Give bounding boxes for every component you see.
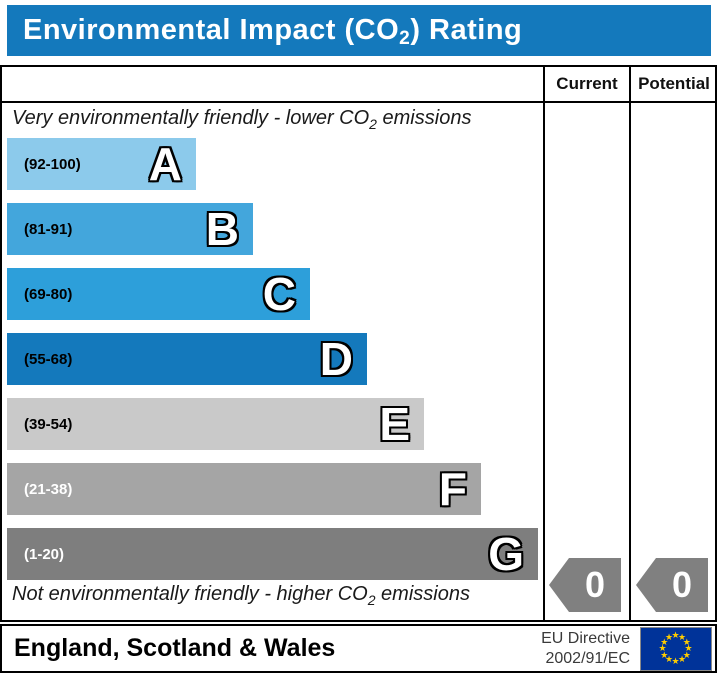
page-title: Environmental Impact (CO2) Rating	[23, 14, 523, 50]
eu-flag-star: ★	[665, 631, 674, 642]
band-g-range: (1-20)	[24, 545, 65, 563]
band-b-range: (81-91)	[24, 220, 73, 238]
potential-arrow-shape	[636, 558, 708, 612]
potential-rating-arrow: 0	[636, 558, 708, 612]
chart-title-bar: Environmental Impact (CO2) Rating	[7, 5, 711, 56]
bottom-note: Not environmentally friendly - higher CO…	[12, 583, 470, 608]
band-c-letter: C	[262, 268, 296, 320]
band-a-range: (92-100)	[24, 155, 81, 173]
header-underline	[2, 101, 715, 103]
potential-rating-value: 0	[671, 564, 693, 605]
eu-flag-star: ★	[678, 631, 687, 642]
eu-directive-label: EU Directive 2002/91/EC	[541, 629, 630, 669]
column-divider-potential	[629, 67, 631, 620]
top-note: Very environmentally friendly - lower CO…	[12, 107, 472, 132]
column-divider-current	[543, 67, 545, 620]
band-a-letter: A	[148, 138, 182, 190]
eu-directive-line1: EU Directive	[541, 629, 630, 647]
band-f-range: (21-38)	[24, 480, 73, 498]
band-d: (55-68) D	[7, 333, 367, 385]
eu-flag-star: ★	[660, 649, 669, 660]
eu-flag-star: ★	[671, 630, 680, 640]
eu-flag-star: ★	[682, 636, 691, 647]
column-header-current: Current	[556, 74, 618, 93]
band-d-range: (55-68)	[24, 350, 73, 368]
band-c: (69-80) C	[7, 268, 310, 320]
eu-directive-line2: 2002/91/EC	[545, 649, 630, 667]
band-f: (21-38) F	[7, 463, 481, 515]
band-a: (92-100) A	[7, 138, 196, 190]
column-header-potential: Potential	[638, 74, 710, 93]
current-rating-value: 0	[584, 564, 606, 605]
eu-flag: ★ ★ ★ ★ ★ ★ ★ ★ ★ ★ ★ ★	[640, 626, 712, 671]
eu-flag-star: ★	[678, 654, 687, 665]
band-b: (81-91) B	[7, 203, 253, 255]
footer-bar: England, Scotland & Wales EU Directive 2…	[0, 624, 717, 673]
footer-region-label: England, Scotland & Wales	[14, 634, 336, 662]
eu-flag-star: ★	[671, 656, 680, 666]
band-c-range: (69-80)	[24, 285, 73, 303]
band-g: (1-20) G	[7, 528, 538, 580]
eu-flag-star: ★	[684, 643, 693, 653]
eu-flag-star: ★	[665, 654, 674, 665]
band-e-letter: E	[379, 398, 410, 450]
eu-flag-star: ★	[658, 643, 667, 653]
band-f-letter: F	[438, 463, 467, 515]
band-b-letter: B	[205, 203, 239, 255]
band-d-letter: D	[319, 333, 353, 385]
band-g-letter: G	[488, 528, 524, 580]
rating-table: Current Potential Very environmentally f…	[0, 65, 717, 622]
eu-flag-star: ★	[682, 649, 691, 660]
band-e-range: (39-54)	[24, 415, 73, 433]
current-arrow-shape	[549, 558, 621, 612]
band-e: (39-54) E	[7, 398, 424, 450]
eu-flag-star: ★	[660, 636, 669, 647]
current-rating-arrow: 0	[549, 558, 621, 612]
